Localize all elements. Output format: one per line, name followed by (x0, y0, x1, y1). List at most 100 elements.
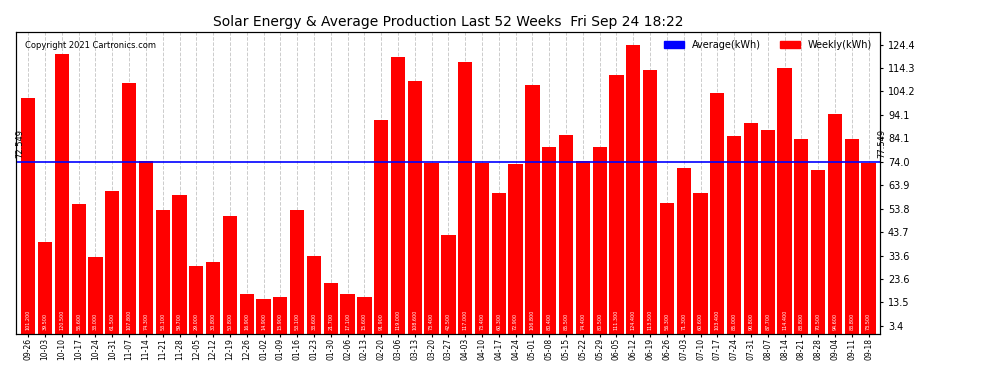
Text: 106.800: 106.800 (530, 310, 535, 330)
Bar (223, 216, 237, 334)
Text: 111.300: 111.300 (614, 310, 619, 330)
Text: 15.600: 15.600 (362, 313, 367, 330)
Bar (844, 139, 859, 334)
Text: 73.500: 73.500 (866, 313, 871, 330)
Text: 72.900: 72.900 (513, 313, 518, 330)
Text: 74.400: 74.400 (580, 313, 585, 330)
Bar (273, 297, 287, 334)
Bar (526, 86, 540, 334)
Bar (626, 45, 641, 334)
Text: 117.000: 117.000 (462, 310, 467, 330)
Text: 83.800: 83.800 (849, 313, 854, 330)
Bar (492, 194, 506, 334)
Bar (122, 83, 137, 334)
Text: 73.400: 73.400 (429, 313, 434, 330)
Bar (357, 297, 371, 334)
Bar (105, 191, 120, 334)
Text: 21.700: 21.700 (329, 313, 334, 330)
Text: 124.400: 124.400 (631, 310, 636, 330)
Bar (88, 257, 103, 334)
Text: 60.600: 60.600 (698, 313, 703, 330)
Text: 114.400: 114.400 (782, 310, 787, 330)
Text: 71.300: 71.300 (681, 313, 686, 330)
Text: 120.500: 120.500 (59, 310, 64, 330)
Bar (727, 136, 742, 334)
Bar (21, 99, 36, 334)
Bar (710, 93, 725, 334)
Bar (811, 170, 826, 334)
Bar (155, 210, 170, 334)
Text: 33.600: 33.600 (312, 313, 317, 330)
Bar (593, 147, 607, 334)
Bar (760, 130, 775, 334)
Bar (206, 262, 220, 334)
Text: 72.549: 72.549 (15, 129, 24, 158)
Text: Copyright 2021 Cartronics.com: Copyright 2021 Cartronics.com (25, 40, 156, 50)
Text: 113.500: 113.500 (647, 310, 652, 330)
Bar (391, 57, 405, 334)
Text: 85.500: 85.500 (563, 313, 568, 330)
Bar (609, 75, 624, 334)
Text: 87.700: 87.700 (765, 313, 770, 330)
Text: 17.100: 17.100 (346, 313, 350, 330)
Bar (693, 193, 708, 334)
Title: Solar Energy & Average Production Last 52 Weeks  Fri Sep 24 18:22: Solar Energy & Average Production Last 5… (213, 15, 684, 29)
Bar (442, 235, 455, 334)
Bar (676, 168, 691, 334)
Text: 77.549: 77.549 (877, 129, 886, 158)
Bar (172, 195, 187, 334)
Text: 39.500: 39.500 (43, 313, 48, 330)
Text: 50.800: 50.800 (228, 313, 233, 330)
Bar (458, 62, 472, 334)
Bar (71, 204, 86, 334)
Text: 56.300: 56.300 (664, 313, 669, 330)
Text: 74.300: 74.300 (144, 313, 148, 330)
Text: 61.500: 61.500 (110, 313, 115, 330)
Bar (256, 299, 270, 334)
Bar (240, 294, 253, 334)
Bar (794, 139, 809, 334)
Text: 53.100: 53.100 (295, 313, 300, 330)
Bar (425, 163, 439, 334)
Text: 83.800: 83.800 (799, 313, 804, 330)
Bar (475, 163, 489, 334)
Text: 101.200: 101.200 (26, 310, 31, 330)
Text: 94.600: 94.600 (833, 313, 838, 330)
Text: 30.800: 30.800 (211, 313, 216, 330)
Bar (643, 70, 657, 334)
Text: 119.000: 119.000 (395, 310, 401, 330)
Bar (139, 161, 153, 334)
Text: 85.000: 85.000 (732, 313, 737, 330)
Text: 59.700: 59.700 (177, 313, 182, 330)
Bar (659, 203, 674, 334)
Text: 91.900: 91.900 (379, 313, 384, 330)
Bar (743, 123, 758, 334)
Text: 108.600: 108.600 (412, 310, 418, 330)
Bar (374, 120, 388, 334)
Text: 80.500: 80.500 (597, 313, 602, 330)
Bar (307, 255, 321, 334)
Bar (543, 147, 556, 334)
Bar (54, 54, 69, 334)
Text: 15.900: 15.900 (278, 313, 283, 330)
Bar (509, 164, 523, 334)
Text: 42.500: 42.500 (446, 313, 450, 330)
Legend: Average(kWh), Weekly(kWh): Average(kWh), Weekly(kWh) (660, 36, 875, 54)
Text: 53.100: 53.100 (160, 313, 165, 330)
Text: 33.000: 33.000 (93, 313, 98, 330)
Bar (559, 135, 573, 334)
Bar (777, 68, 792, 334)
Text: 14.900: 14.900 (261, 313, 266, 330)
Bar (341, 294, 354, 334)
Bar (38, 242, 52, 334)
Text: 55.600: 55.600 (76, 313, 81, 330)
Text: 80.400: 80.400 (546, 313, 551, 330)
Bar (324, 283, 338, 334)
Text: 70.500: 70.500 (816, 313, 821, 330)
Text: 16.900: 16.900 (245, 313, 249, 330)
Text: 29.000: 29.000 (194, 313, 199, 330)
Bar (408, 81, 422, 334)
Bar (828, 114, 842, 334)
Text: 107.800: 107.800 (127, 310, 132, 330)
Text: 90.800: 90.800 (748, 313, 753, 330)
